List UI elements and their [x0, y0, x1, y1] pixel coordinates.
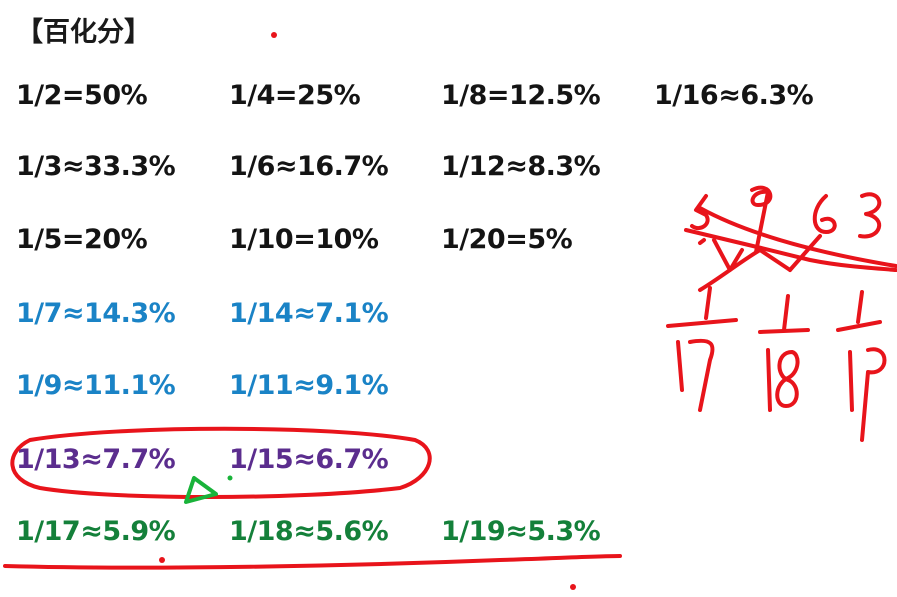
- fraction-item: 1/11≈9.1%: [229, 370, 389, 401]
- fraction-row: 1/2=50% 1/4=25% 1/8=12.5% 1/16≈6.3%: [0, 80, 897, 120]
- fraction-item: 1/20=5%: [441, 224, 573, 255]
- fraction-item: 1/13≈7.7%: [16, 444, 176, 475]
- fraction-item: 1/10=10%: [229, 224, 379, 255]
- fraction-item: 1/3≈33.3%: [16, 151, 176, 182]
- fraction-row: 1/13≈7.7% 1/15≈6.7%: [0, 444, 897, 484]
- fraction-row: 1/7≈14.3% 1/14≈7.1%: [0, 298, 897, 338]
- fraction-row: 1/3≈33.3% 1/6≈16.7% 1/12≈8.3%: [0, 151, 897, 191]
- fraction-item: 1/2=50%: [16, 80, 148, 111]
- fraction-row: 1/17≈5.9% 1/18≈5.6% 1/19≈5.3%: [0, 516, 897, 556]
- fraction-item: 1/12≈8.3%: [441, 151, 601, 182]
- fraction-item: 1/18≈5.6%: [229, 516, 389, 547]
- fraction-row: 1/9≈11.1% 1/11≈9.1%: [0, 370, 897, 410]
- fraction-item: 1/8=12.5%: [441, 80, 601, 111]
- fraction-item: 1/6≈16.7%: [229, 151, 389, 182]
- fraction-item: 1/16≈6.3%: [654, 80, 814, 111]
- fraction-item: 1/15≈6.7%: [229, 444, 389, 475]
- underline-annotation: [3, 554, 622, 570]
- fraction-row: 1/5=20% 1/10=10% 1/20=5%: [0, 224, 897, 264]
- page-title: 【百化分】: [16, 17, 151, 48]
- fraction-item: 1/9≈11.1%: [16, 370, 176, 401]
- fraction-item: 1/17≈5.9%: [16, 516, 176, 547]
- fraction-item: 1/4=25%: [229, 80, 361, 111]
- fraction-item: 1/7≈14.3%: [16, 298, 176, 329]
- fraction-item: 1/19≈5.3%: [441, 516, 601, 547]
- fraction-item: 1/5=20%: [16, 224, 148, 255]
- fraction-item: 1/14≈7.1%: [229, 298, 389, 329]
